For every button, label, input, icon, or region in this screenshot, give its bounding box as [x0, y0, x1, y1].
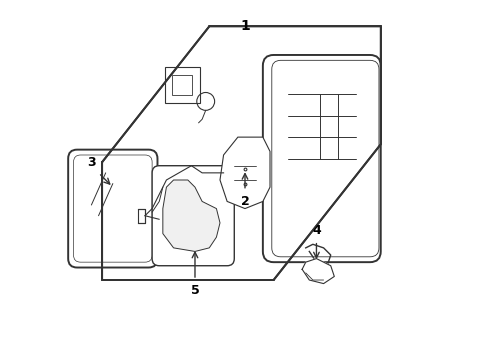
Text: 2: 2 [241, 195, 249, 208]
Text: 3: 3 [87, 156, 96, 168]
FancyBboxPatch shape [152, 166, 234, 266]
Text: 5: 5 [191, 284, 199, 297]
FancyBboxPatch shape [165, 67, 200, 103]
Polygon shape [220, 137, 270, 208]
Polygon shape [163, 180, 220, 251]
Text: 4: 4 [312, 224, 321, 237]
FancyBboxPatch shape [263, 55, 381, 262]
Polygon shape [302, 258, 334, 284]
FancyBboxPatch shape [68, 150, 157, 267]
Text: 1: 1 [240, 19, 250, 33]
